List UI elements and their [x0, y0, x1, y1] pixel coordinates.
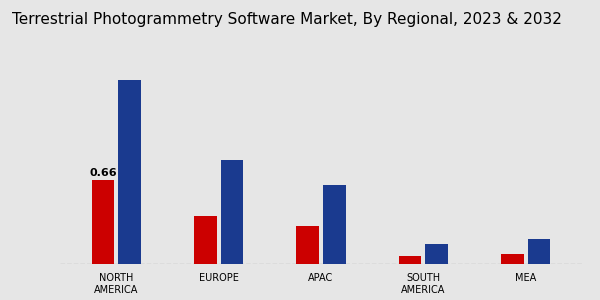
- Bar: [528, 238, 550, 264]
- Bar: [118, 80, 141, 264]
- Bar: [194, 216, 217, 264]
- Text: 0.66: 0.66: [89, 168, 117, 178]
- Bar: [399, 256, 421, 264]
- Bar: [501, 254, 524, 264]
- Bar: [92, 180, 114, 264]
- Bar: [323, 185, 346, 264]
- Bar: [425, 244, 448, 264]
- Text: Terrestrial Photogrammetry Software Market, By Regional, 2023 & 2032: Terrestrial Photogrammetry Software Mark…: [12, 12, 562, 27]
- Bar: [221, 160, 243, 264]
- Bar: [296, 226, 319, 264]
